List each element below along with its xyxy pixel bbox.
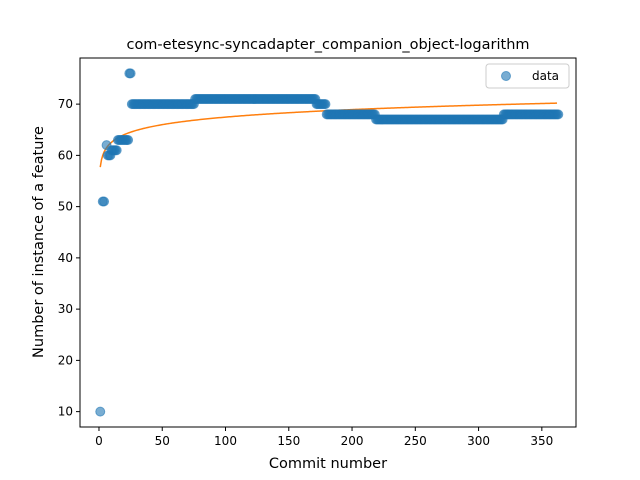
data-point xyxy=(123,135,134,145)
y-tick-label: 10 xyxy=(58,405,73,419)
legend-box xyxy=(485,63,570,89)
y-tick-label: 20 xyxy=(58,353,73,367)
y-tick-label: 50 xyxy=(58,200,73,214)
data-point xyxy=(125,68,136,79)
plot-area xyxy=(95,68,564,417)
data-point xyxy=(99,196,110,207)
x-tick-label: 250 xyxy=(404,434,427,448)
chart-title: com-etesync-syncadapter_companion_object… xyxy=(126,37,529,53)
x-tick-label: 0 xyxy=(95,434,103,448)
y-tick-label: 60 xyxy=(58,148,73,162)
x-tick-label: 50 xyxy=(155,434,170,448)
x-tick-label: 150 xyxy=(277,434,300,448)
y-axis-label: Number of instance of a feature xyxy=(31,126,47,358)
data-point xyxy=(95,406,106,417)
data-point xyxy=(320,99,331,110)
x-axis-ticks: 0 50 100 150 200 250 300 350 xyxy=(95,427,553,448)
plot-frame xyxy=(79,57,577,428)
y-tick-label: 30 xyxy=(58,302,73,316)
legend-label-data: data xyxy=(532,69,559,83)
legend-marker-data xyxy=(501,71,511,81)
x-tick-label: 300 xyxy=(467,434,490,448)
data-points-layer xyxy=(95,68,564,417)
data-point xyxy=(111,145,122,156)
y-tick-label: 40 xyxy=(58,251,73,265)
x-axis-label: Commit number xyxy=(269,456,387,472)
x-tick-label: 100 xyxy=(214,434,237,448)
data-point xyxy=(553,109,564,120)
legend: data xyxy=(485,63,570,89)
y-tick-label: 70 xyxy=(58,97,73,111)
x-tick-label: 350 xyxy=(530,434,553,448)
y-axis-ticks: 10 20 30 40 50 60 70 xyxy=(58,97,80,419)
x-tick-label: 200 xyxy=(341,434,364,448)
